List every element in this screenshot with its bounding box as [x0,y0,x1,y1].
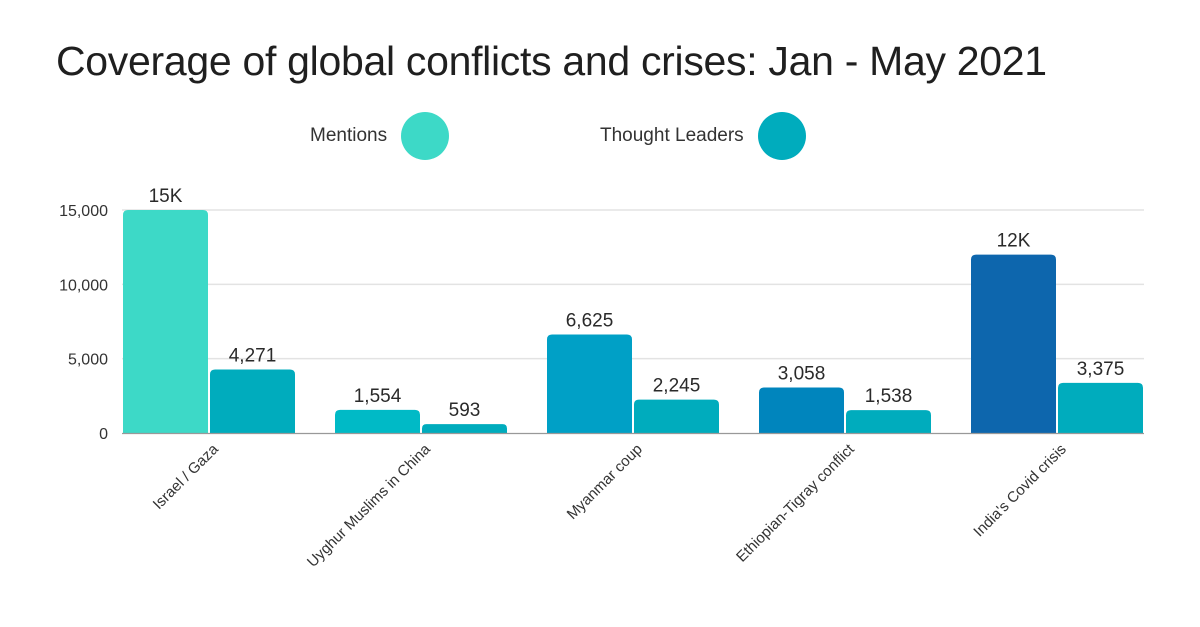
data-label: 593 [449,400,481,421]
legend-item-mentions: Mentions [310,112,450,160]
x-tick-label: Ethiopian-Tigray conflict [733,440,858,565]
data-label: 3,375 [1077,359,1125,380]
data-label: 1,554 [354,386,402,407]
y-tick-label: 10,000 [59,277,108,294]
bar [123,210,208,433]
y-tick-label: 0 [99,426,108,443]
bar [547,334,632,433]
bar [422,424,507,433]
legend-item-thought-leaders: Thought Leaders [600,112,806,160]
data-label: 3,058 [778,364,826,385]
bar [971,254,1056,433]
bar [210,369,295,433]
data-label: 6,625 [566,311,614,332]
x-tick-label: Israel / Gaza [150,440,223,513]
data-label: 15K [149,186,183,207]
bar [1058,382,1143,433]
y-tick-label: 5,000 [68,352,108,369]
legend-swatch-mentions [401,112,450,160]
data-label: 12K [997,231,1031,252]
y-tick-label: 15,000 [59,203,108,220]
x-tick-label: Uyghur Muslims in China [304,440,434,570]
data-label: 4,271 [229,346,277,367]
legend-swatch-thought-leaders [757,112,806,160]
bar [759,387,844,433]
bar [846,410,931,433]
x-tick-label: India's Covid crisis [970,441,1070,541]
bar [335,409,420,433]
chart-title: Coverage of global conflicts and crises:… [56,38,1047,84]
legend-label-thought-leaders: Thought Leaders [600,125,744,146]
bar [634,399,719,433]
data-label: 1,538 [865,386,913,407]
x-tick-label: Myanmar coup [564,441,646,523]
legend-label-mentions: Mentions [310,125,388,146]
data-label: 2,245 [653,376,701,397]
